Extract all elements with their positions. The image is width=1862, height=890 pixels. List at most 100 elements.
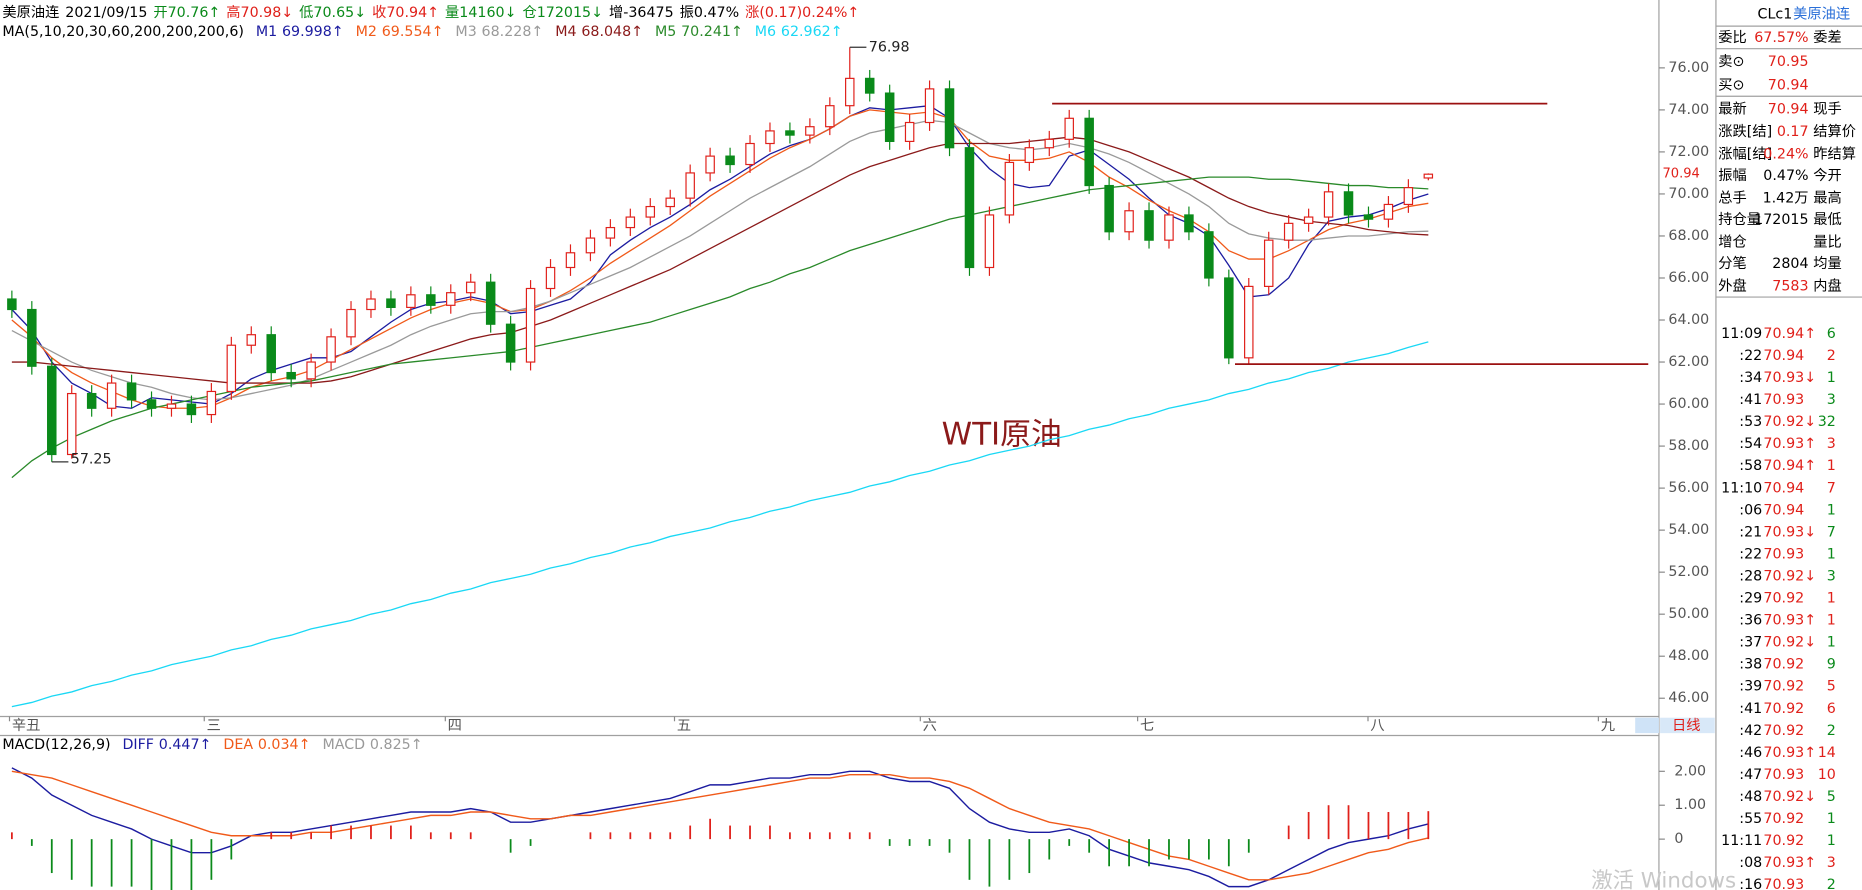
y-tick-label: 54.00 (1668, 522, 1709, 538)
x-tick-label: 五 (677, 718, 691, 734)
y-tick-label: 72.00 (1668, 144, 1709, 160)
trade-qty: 5 (1827, 789, 1836, 805)
period-box[interactable] (1660, 717, 1715, 734)
candle-body (485, 281, 496, 325)
trade-time: 11:09 (1721, 326, 1762, 342)
ma-legend: MA(5,10,20,30,60,200,200,200,6) M1 69.998↑… (2, 24, 842, 40)
legend-value: 70.241↑ (681, 24, 743, 40)
candle-body (1104, 184, 1114, 233)
x-tick-label: 九 (1601, 717, 1615, 734)
header-item: 开70.76↑ (153, 5, 220, 21)
candle-body (1263, 239, 1274, 287)
candle-body (166, 403, 177, 409)
candle-body (326, 336, 336, 363)
legend-value: 0.447↑ (159, 737, 212, 753)
candle-body (785, 130, 795, 136)
trade-price: 70.93↓ (1763, 524, 1816, 540)
y-tick-label: 66.00 (1668, 270, 1709, 286)
y-tick-label: 74.00 (1668, 102, 1709, 118)
quote-value: 7583 (1772, 278, 1808, 294)
trade-qty: 5 (1827, 679, 1836, 695)
quote-label: 委差 (1813, 29, 1842, 46)
x-tick-label: 三 (207, 718, 221, 734)
quote-label: 量比 (1813, 233, 1842, 250)
candle-body (924, 88, 935, 124)
trade-qty: 1 (1827, 458, 1836, 474)
candle-body (825, 105, 835, 128)
candle-body (146, 399, 157, 409)
candle-body (1204, 231, 1214, 279)
trade-price: 70.94 (1763, 348, 1804, 364)
quote-label: 结算价 (1813, 123, 1856, 140)
trade-price: 70.93↑ (1763, 745, 1816, 761)
candle-body (126, 382, 137, 401)
candle-body (47, 365, 57, 456)
trade-qty: 1 (1827, 370, 1836, 386)
scroll-box[interactable] (1635, 717, 1659, 734)
trade-price: 70.92↓ (1763, 635, 1816, 651)
legend-name: M1 (256, 24, 277, 40)
header-item: 量14160↓ (445, 5, 517, 21)
macd-title: MACD(12,26,9) (2, 737, 110, 753)
candle-body (306, 361, 316, 380)
quote-label: 昨结算 (1813, 145, 1856, 162)
header-item: 收70.94↑ (372, 4, 439, 21)
legend-value: 62.962↑ (781, 24, 843, 40)
x-tick-label: 四 (448, 718, 462, 734)
x-tick-label: 七 (1140, 717, 1154, 734)
trade-qty: 1 (1827, 502, 1836, 518)
candle-body (7, 298, 17, 311)
candle-body (984, 214, 995, 269)
candle-body (565, 252, 576, 269)
legend-name: M4 (555, 24, 576, 40)
candle-body (206, 390, 217, 416)
period-label[interactable]: 日线 (1672, 717, 1701, 734)
trade-time: :06 (1739, 502, 1762, 518)
trade-qty: 32 (1818, 414, 1836, 430)
macd-line (11, 767, 1429, 888)
header-item: 2021/09/15 (65, 5, 147, 21)
quote-value: 0.17 (1777, 124, 1809, 140)
candle-body (1064, 117, 1074, 140)
quote-label: 增仓 (1718, 233, 1747, 250)
candle-body (1024, 147, 1035, 164)
trade-price: 70.93 (1763, 877, 1804, 890)
candle-body (386, 298, 396, 309)
trade-time: :42 (1739, 723, 1762, 739)
quote-label: 均量 (1813, 255, 1842, 272)
macd-line (11, 770, 1429, 881)
header-item: 涨(0.17)0.24%↑ (745, 4, 859, 21)
trade-time: :22 (1739, 348, 1762, 364)
trade-qty: 7 (1827, 524, 1836, 540)
trade-time: :41 (1739, 701, 1762, 717)
trade-time: :46 (1739, 745, 1762, 761)
trade-time: :55 (1739, 811, 1762, 827)
ma-line (11, 341, 1429, 708)
candle-body (1244, 285, 1254, 359)
header-item: 低70.65↓ (299, 4, 366, 21)
candle-body (944, 88, 955, 149)
y-tick-label: 1.00 (1674, 797, 1706, 813)
legend-value: 0.034↑ (258, 737, 311, 753)
candle-body (685, 172, 695, 199)
candle-body (66, 392, 77, 456)
candle-body (805, 126, 815, 136)
trade-price: 70.92 (1763, 833, 1804, 849)
trade-qty: 3 (1827, 436, 1836, 452)
trade-price: 70.92 (1763, 701, 1804, 717)
header-line: 美原油连 2021/09/15 开70.76↑ 高70.98↓ 低70.65↓ 收70.9… (2, 4, 859, 21)
quote-label: 卖⊙ (1718, 53, 1744, 70)
candle-body (625, 216, 636, 229)
candle-body (1044, 138, 1055, 149)
candle-body (904, 121, 915, 143)
trade-price: 70.93↑ (1763, 613, 1816, 629)
y-tick-label: 68.00 (1668, 228, 1709, 244)
trade-qty: 2 (1827, 348, 1836, 364)
candle-body (106, 382, 117, 409)
y-tick-label: 62.00 (1668, 354, 1709, 370)
candle-body (226, 344, 237, 393)
candle-body (1124, 210, 1134, 233)
